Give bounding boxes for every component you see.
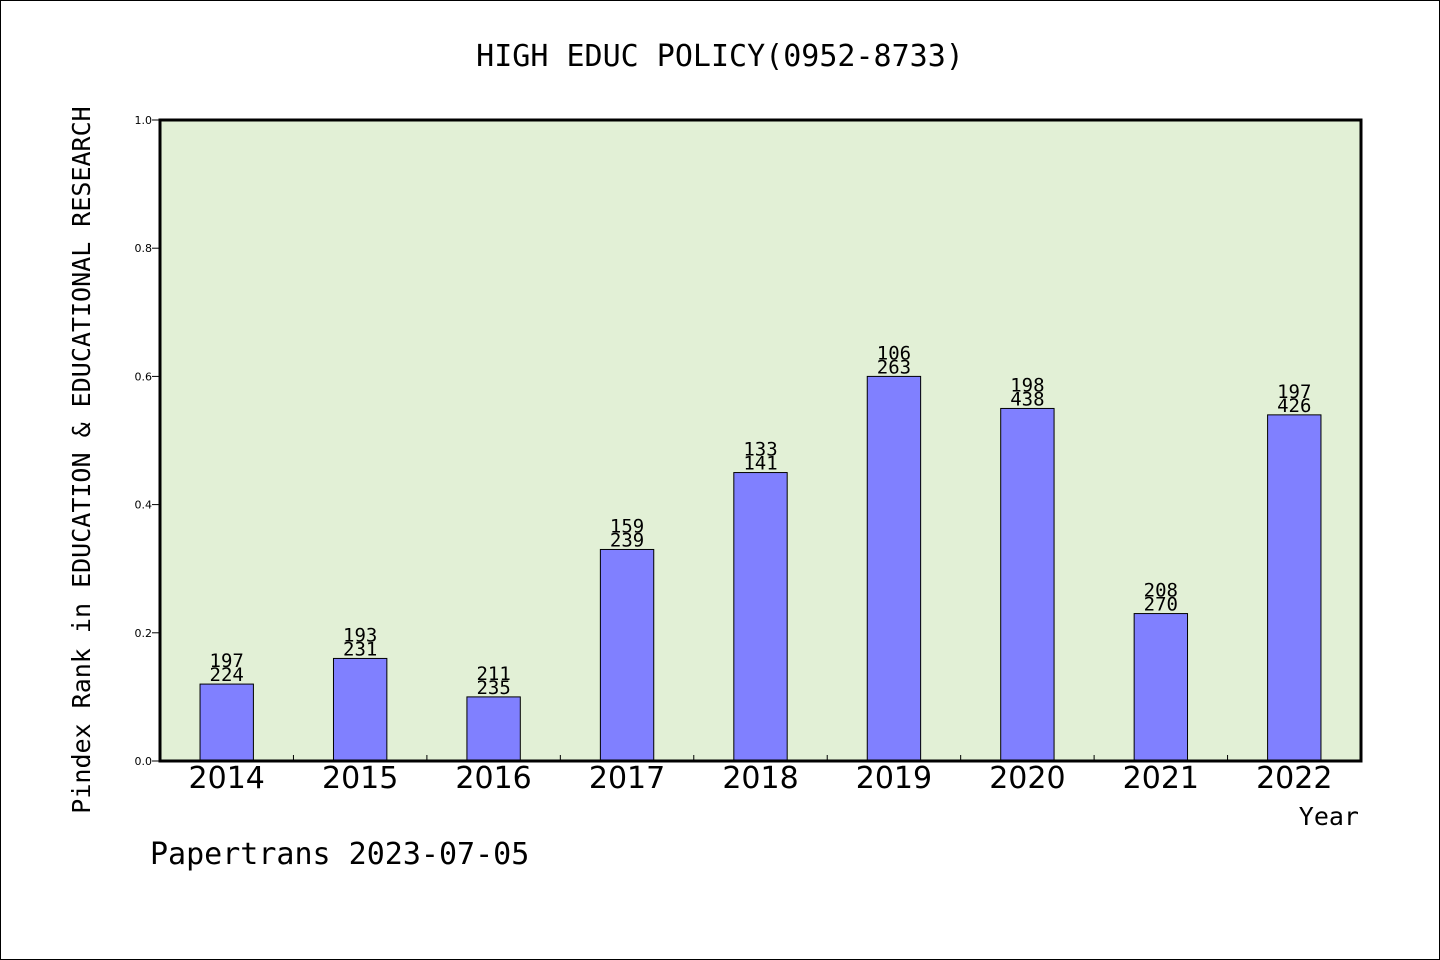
bar-label-top: 106 — [877, 342, 911, 364]
bar-2015 — [332, 657, 388, 762]
bar-label-bottom: 224 — [210, 664, 244, 686]
x-axis-label: Year — [1299, 802, 1359, 831]
bar-2019 — [866, 375, 922, 762]
bar-2014 — [199, 683, 254, 762]
bar-label-top: 208 — [1144, 580, 1178, 602]
bar-2022 — [1267, 414, 1322, 762]
bar-2021 — [1133, 613, 1189, 762]
bar-label-bottom: 235 — [476, 677, 510, 699]
bar-label-top: 211 — [476, 663, 510, 685]
y-tick-label: 0.2 — [135, 627, 153, 640]
x-tick-label-2016: 2016 — [455, 761, 531, 796]
y-tick-label: 1.0 — [135, 114, 153, 127]
bar-labels: 1972241932312112351592391331411062631984… — [210, 342, 1312, 699]
bar-label-top: 159 — [610, 515, 644, 537]
bar-label-top: 133 — [743, 439, 777, 461]
x-tick-label-2019: 2019 — [856, 761, 932, 796]
footer-credit: Papertrans 2023-07-05 — [150, 837, 529, 872]
bar-2016 — [466, 696, 521, 762]
y-axis-label: Pindex Rank in EDUCATION & EDUCATIONAL R… — [67, 106, 96, 813]
bar-label-bottom: 426 — [1277, 395, 1311, 417]
bar-label-bottom: 263 — [877, 356, 911, 378]
bars — [199, 375, 1322, 762]
x-axis-tick-labels: 2014 2015 2016 2017 2018 2019 2020 2021 2022 — [189, 761, 1333, 796]
x-tick-label-2020: 2020 — [989, 761, 1065, 796]
y-axis-ticks: 0.0 0.2 0.4 0.6 0.8 1.0 — [135, 114, 160, 768]
bar-label-bottom: 270 — [1144, 594, 1178, 616]
plot-border — [158, 118, 1363, 763]
bar-label-top: 193 — [343, 624, 377, 646]
bar-label-top: 197 — [1277, 381, 1311, 403]
y-tick-label: 0.0 — [135, 755, 153, 768]
x-tick-label-2022: 2022 — [1256, 761, 1332, 796]
bar-label-bottom: 141 — [743, 453, 777, 475]
x-tick-label-2017: 2017 — [589, 761, 665, 796]
x-tick-label-2014: 2014 — [189, 761, 265, 796]
bar-label-top: 197 — [210, 650, 244, 672]
bar-label-bottom: 438 — [1010, 388, 1044, 410]
bar-2020 — [1000, 407, 1055, 762]
bar-label-bottom: 239 — [610, 529, 644, 551]
y-tick-label: 0.8 — [135, 242, 153, 255]
x-tick-label-2018: 2018 — [722, 761, 798, 796]
y-tick-label: 0.6 — [135, 370, 153, 383]
y-tick-label: 0.4 — [135, 499, 153, 512]
bar-label-bottom: 231 — [343, 638, 377, 660]
chart-title: HIGH EDUC POLICY(0952-8733) — [476, 39, 964, 74]
bar-2017 — [599, 548, 655, 762]
x-tick-label-2015: 2015 — [322, 761, 398, 796]
x-tick-label-2021: 2021 — [1123, 761, 1199, 796]
bar-label-top: 198 — [1010, 374, 1044, 396]
bar-2018 — [733, 472, 788, 762]
